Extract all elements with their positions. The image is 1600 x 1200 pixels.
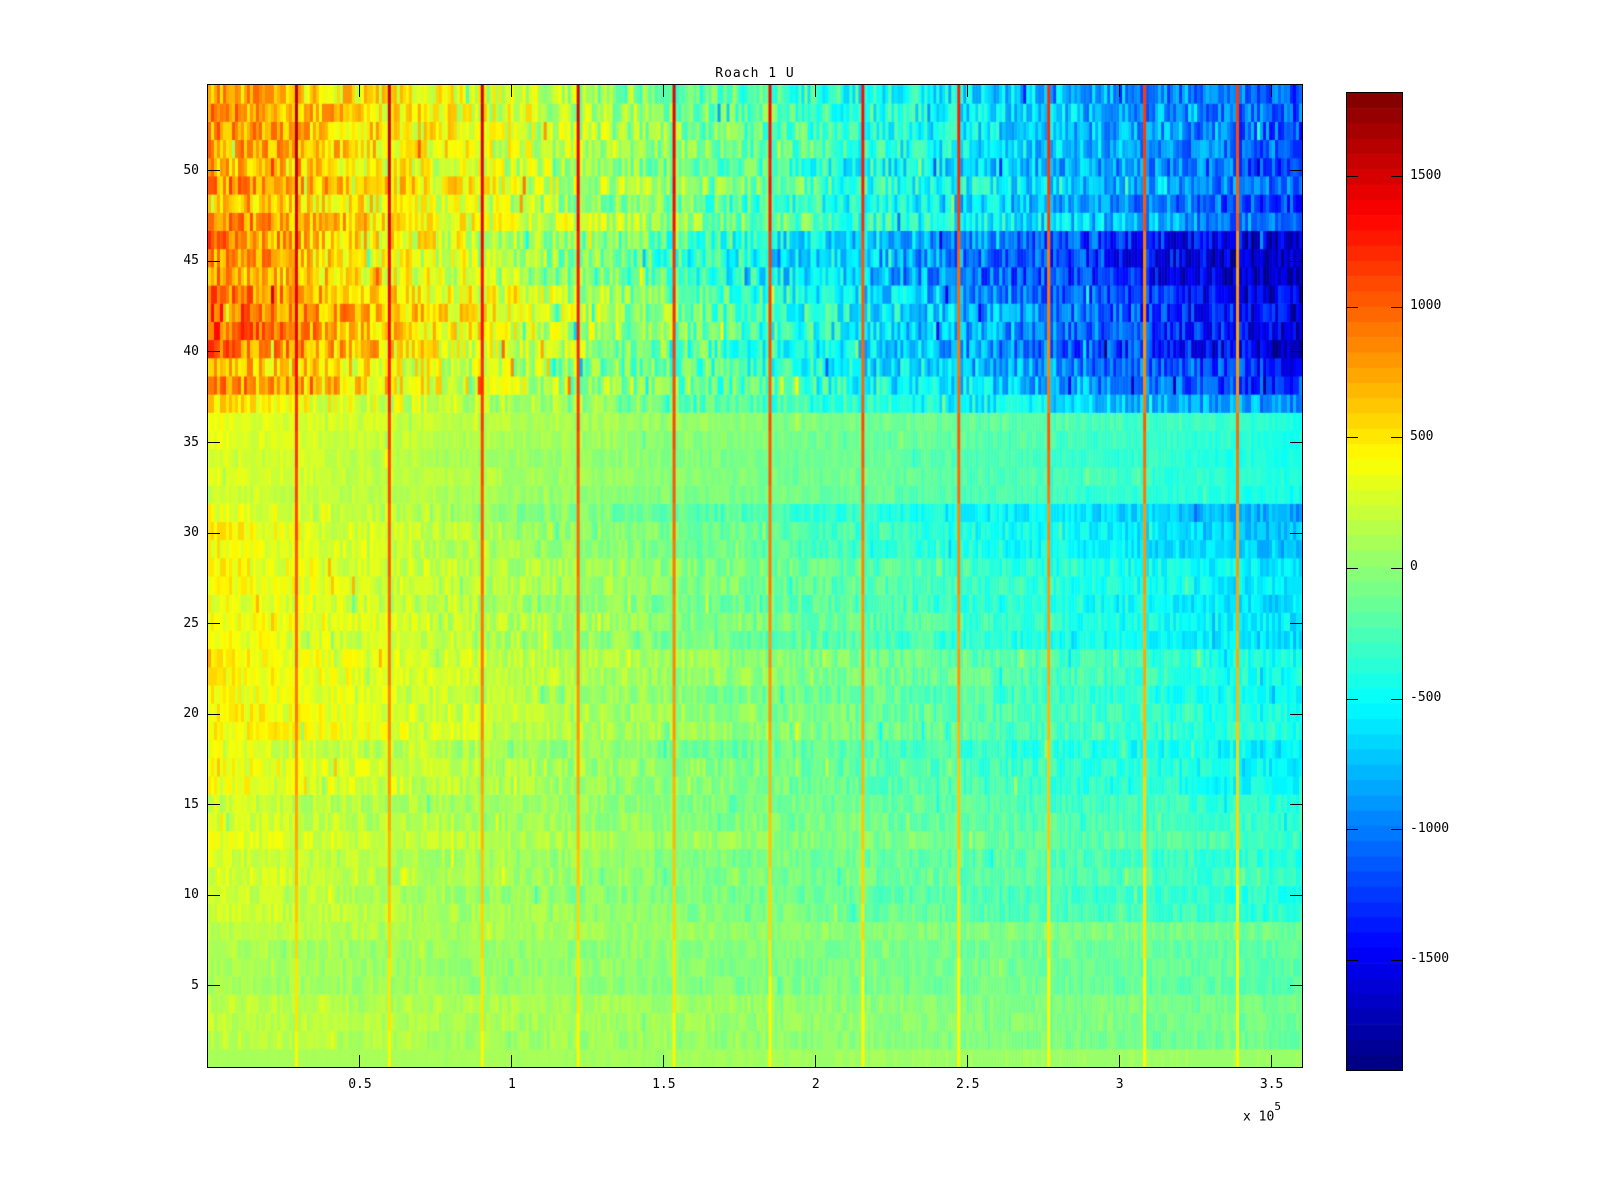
colorbar-tick-mark-left — [1347, 176, 1358, 178]
x-tick-label: 3 — [1115, 1077, 1124, 1092]
y-tick-mark-right — [1290, 260, 1302, 262]
y-tick-mark-right — [1290, 170, 1302, 172]
x-tick-mark-top — [1271, 85, 1273, 97]
heatmap-axes — [207, 84, 1303, 1068]
y-tick-mark-left — [208, 713, 220, 715]
colorbar-tick-label: -1500 — [1410, 951, 1450, 967]
y-tick-label: 15 — [183, 796, 199, 812]
colorbar-tick-mark-left — [1347, 959, 1358, 961]
x-tick-mark-top — [815, 85, 817, 97]
y-tick-mark-left — [208, 623, 220, 625]
colorbar-tick-mark-right — [1391, 306, 1402, 308]
x-tick-mark-bottom — [359, 1055, 361, 1067]
colorbar-tick-mark-left — [1347, 567, 1358, 569]
colorbar-tick-label: 1000 — [1410, 298, 1442, 314]
x-tick-mark-top — [359, 85, 361, 97]
x-tick-mark-bottom — [1119, 1055, 1121, 1067]
colorbar — [1346, 92, 1403, 1071]
x-tick-mark-top — [663, 85, 665, 97]
x-tick-mark-bottom — [967, 1055, 969, 1067]
colorbar-tick-mark-left — [1347, 829, 1358, 831]
x-tick-mark-top — [1119, 85, 1121, 97]
y-tick-mark-right — [1290, 442, 1302, 443]
y-tick-label: 10 — [183, 887, 199, 903]
exponent-base: x 10 — [1243, 1109, 1275, 1125]
colorbar-tick-mark-right — [1391, 437, 1402, 439]
x-tick-mark-bottom — [815, 1055, 817, 1067]
y-tick-mark-right — [1290, 804, 1302, 806]
x-tick-label: 1 — [507, 1077, 516, 1092]
x-tick-mark-bottom — [511, 1055, 513, 1067]
y-tick-mark-right — [1290, 532, 1302, 534]
y-tick-mark-right — [1290, 623, 1302, 625]
colorbar-canvas — [1347, 93, 1402, 1070]
colorbar-tick-mark-left — [1347, 437, 1358, 439]
colorbar-tick-label: -500 — [1410, 690, 1442, 706]
x-tick-mark-bottom — [663, 1055, 665, 1067]
heatmap-canvas — [208, 85, 1302, 1067]
x-tick-label: 1.5 — [652, 1077, 676, 1092]
y-tick-mark-right — [1290, 894, 1302, 896]
y-tick-mark-left — [208, 442, 220, 443]
colorbar-tick-mark-left — [1347, 306, 1358, 308]
colorbar-tick-mark-right — [1391, 176, 1402, 178]
y-tick-mark-left — [208, 894, 220, 896]
y-tick-label: 20 — [183, 706, 199, 722]
y-tick-label: 25 — [183, 615, 199, 631]
colorbar-tick-mark-right — [1391, 567, 1402, 569]
x-tick-mark-bottom — [1271, 1055, 1273, 1067]
y-tick-label: 35 — [183, 434, 199, 450]
x-axis-exponent-label: x 105 — [1243, 1100, 1281, 1125]
colorbar-tick-mark-right — [1391, 698, 1402, 700]
y-tick-mark-left — [208, 985, 220, 987]
y-tick-label: 40 — [183, 343, 199, 359]
x-tick-label: 2.5 — [955, 1077, 980, 1092]
y-tick-mark-right — [1290, 351, 1302, 353]
y-tick-label: 5 — [191, 977, 199, 993]
x-tick-mark-top — [967, 85, 969, 97]
x-tick-label: 0.5 — [348, 1077, 372, 1092]
colorbar-tick-mark-right — [1391, 829, 1402, 831]
colorbar-tick-label: -1000 — [1410, 820, 1450, 836]
y-tick-mark-left — [208, 170, 220, 172]
y-tick-mark-left — [208, 532, 220, 534]
x-tick-mark-top — [511, 85, 513, 97]
colorbar-tick-mark-left — [1347, 698, 1358, 700]
colorbar-tick-label: 1500 — [1410, 167, 1442, 183]
y-tick-label: 30 — [183, 525, 199, 540]
x-tick-label: 2 — [811, 1077, 820, 1092]
y-tick-mark-right — [1290, 713, 1302, 715]
plot-title: Roach 1 U — [715, 66, 795, 81]
y-tick-label: 45 — [183, 253, 199, 269]
colorbar-tick-mark-right — [1391, 959, 1402, 961]
y-tick-mark-left — [208, 804, 220, 806]
y-tick-mark-left — [208, 351, 220, 353]
y-tick-label: 50 — [183, 162, 199, 178]
y-tick-mark-left — [208, 260, 220, 262]
x-tick-label: 3.5 — [1259, 1077, 1284, 1092]
colorbar-tick-label: 0 — [1410, 559, 1418, 575]
colorbar-tick-label: 500 — [1410, 428, 1434, 444]
exponent-power: 5 — [1274, 1100, 1281, 1113]
y-tick-mark-right — [1290, 985, 1302, 987]
